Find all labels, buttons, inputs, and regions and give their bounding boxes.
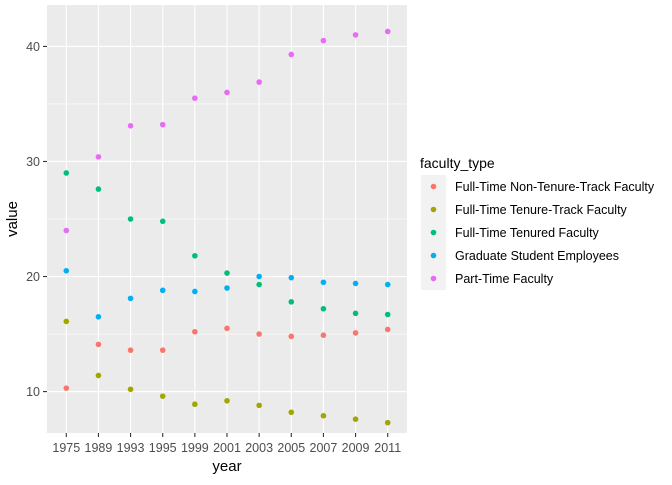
- x-tick-label: 2011: [374, 441, 401, 455]
- x-tick-label: 1975: [52, 441, 80, 455]
- data-point: [352, 330, 359, 336]
- data-point: [256, 79, 262, 85]
- data-point: [352, 310, 359, 317]
- legend-key: [430, 252, 437, 259]
- data-point: [224, 89, 230, 96]
- y-tick-label: 10: [26, 385, 40, 399]
- legend-label: Full-Time Tenured Faculty: [455, 226, 600, 240]
- data-point: [320, 412, 327, 419]
- x-tick-label: 2001: [213, 441, 241, 455]
- data-point: [192, 328, 198, 335]
- data-point: [63, 318, 70, 325]
- data-point: [288, 333, 295, 340]
- data-point: [63, 170, 70, 176]
- data-point: [159, 393, 166, 399]
- y-tick-label: 40: [26, 40, 40, 54]
- data-point: [384, 281, 391, 288]
- data-point: [63, 385, 70, 391]
- x-tick-label: 2009: [342, 441, 370, 455]
- data-point: [320, 305, 327, 312]
- data-point: [352, 32, 359, 38]
- data-point: [288, 274, 295, 281]
- data-point: [224, 285, 230, 291]
- x-tick-label: 2005: [277, 441, 305, 455]
- legend-label: Part-Time Faculty: [455, 272, 554, 286]
- data-point: [352, 416, 359, 422]
- data-point: [256, 273, 262, 280]
- data-point: [159, 287, 166, 294]
- data-point: [288, 299, 295, 305]
- data-point: [320, 332, 327, 339]
- data-point: [192, 95, 198, 101]
- data-point: [320, 279, 327, 286]
- data-point: [256, 281, 262, 288]
- data-point: [320, 37, 327, 44]
- x-tick-label: 1995: [149, 441, 177, 455]
- axes: 10 20 30 40 1975 1989 1993 1995 1999 2001 2003 2005…: [26, 40, 401, 455]
- x-tick-label: 1989: [85, 441, 113, 455]
- data-point: [159, 121, 166, 128]
- data-point: [127, 216, 134, 222]
- data-point: [95, 372, 102, 379]
- data-point: [95, 341, 102, 348]
- data-points: [63, 28, 391, 426]
- data-point: [127, 386, 134, 393]
- data-point: [159, 347, 166, 353]
- legend-key: [430, 275, 437, 282]
- data-point: [127, 123, 134, 129]
- data-point: [288, 409, 295, 416]
- x-tick-label: 1993: [117, 441, 145, 455]
- data-point: [256, 331, 262, 337]
- data-point: [95, 154, 102, 160]
- data-point: [127, 295, 134, 302]
- legend-label: Full-Time Non-Tenure-Track Faculty: [455, 180, 655, 194]
- legend-key: [430, 183, 437, 190]
- data-point: [256, 402, 262, 409]
- data-point: [224, 397, 230, 404]
- data-point: [192, 401, 198, 408]
- legend: faculty_type Full-Time Non-Tenure-Track …: [420, 155, 655, 290]
- data-point: [288, 51, 295, 58]
- x-tick-label: 2007: [310, 441, 338, 455]
- data-point: [95, 186, 102, 192]
- x-tick-label: 1999: [181, 441, 209, 455]
- y-tick-label: 20: [26, 270, 40, 284]
- data-point: [384, 311, 391, 318]
- data-point: [384, 419, 391, 426]
- x-tick-label: 2003: [245, 441, 273, 455]
- legend-title: faculty_type: [420, 155, 495, 171]
- legend-key: [430, 229, 437, 236]
- legend-key: [430, 206, 437, 213]
- data-point: [224, 270, 230, 276]
- data-point: [384, 326, 391, 333]
- data-point: [159, 218, 166, 225]
- data-point: [192, 288, 198, 295]
- data-point: [63, 227, 70, 234]
- x-axis-title: year: [212, 458, 241, 475]
- y-tick-label: 30: [26, 155, 40, 169]
- legend-label: Graduate Student Employees: [455, 249, 619, 263]
- data-point: [63, 267, 70, 274]
- data-point: [95, 313, 102, 320]
- data-point: [384, 28, 391, 35]
- legend-label: Full-Time Tenure-Track Faculty: [455, 203, 628, 217]
- y-axis-title: value: [4, 201, 21, 237]
- data-point: [192, 253, 198, 259]
- data-point: [224, 325, 230, 332]
- data-point: [127, 347, 134, 353]
- data-point: [352, 280, 359, 287]
